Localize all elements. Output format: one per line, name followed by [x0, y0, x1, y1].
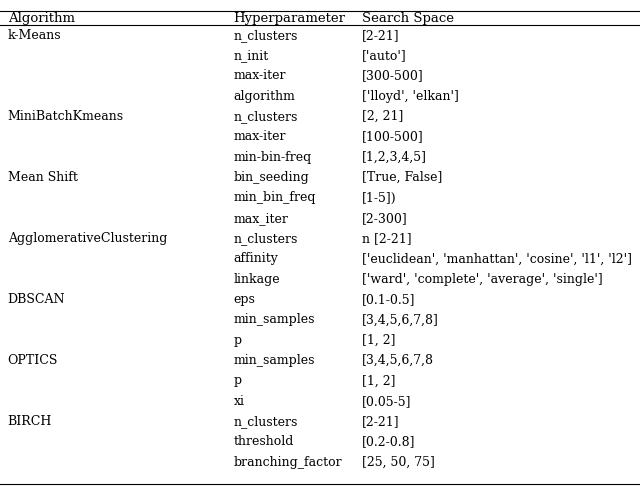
Text: algorithm: algorithm [234, 90, 296, 103]
Text: [3,4,5,6,7,8: [3,4,5,6,7,8 [362, 354, 434, 367]
Text: ['lloyd', 'elkan']: ['lloyd', 'elkan'] [362, 90, 458, 103]
Text: Mean Shift: Mean Shift [8, 171, 77, 184]
Text: affinity: affinity [234, 252, 278, 266]
Text: [2-21]: [2-21] [362, 415, 399, 428]
Text: k-Means: k-Means [8, 29, 61, 42]
Text: branching_factor: branching_factor [234, 456, 342, 469]
Text: ['auto']: ['auto'] [362, 49, 406, 62]
Text: MiniBatchKmeans: MiniBatchKmeans [8, 110, 124, 123]
Text: [2-21]: [2-21] [362, 29, 399, 42]
Text: [0.2-0.8]: [0.2-0.8] [362, 436, 415, 448]
Text: DBSCAN: DBSCAN [8, 293, 65, 306]
Text: BIRCH: BIRCH [8, 415, 52, 428]
Text: n_clusters: n_clusters [234, 415, 298, 428]
Text: ['ward', 'complete', 'average', 'single']: ['ward', 'complete', 'average', 'single'… [362, 273, 602, 286]
Text: xi: xi [234, 395, 244, 408]
Text: [100-500]: [100-500] [362, 130, 423, 144]
Text: bin_seeding: bin_seeding [234, 171, 309, 184]
Text: n_init: n_init [234, 49, 269, 62]
Text: [300-500]: [300-500] [362, 70, 423, 82]
Text: n_clusters: n_clusters [234, 232, 298, 245]
Text: min_samples: min_samples [234, 314, 315, 326]
Text: p: p [234, 374, 242, 388]
Text: max-iter: max-iter [234, 70, 286, 82]
Text: max-iter: max-iter [234, 130, 286, 144]
Text: [1, 2]: [1, 2] [362, 334, 395, 347]
Text: [1,2,3,4,5]: [1,2,3,4,5] [362, 151, 427, 164]
Text: [1, 2]: [1, 2] [362, 374, 395, 388]
Text: min_samples: min_samples [234, 354, 315, 367]
Text: Search Space: Search Space [362, 12, 454, 25]
Text: AgglomerativeClustering: AgglomerativeClustering [8, 232, 167, 245]
Text: max_iter: max_iter [234, 212, 289, 225]
Text: n_clusters: n_clusters [234, 29, 298, 42]
Text: [25, 50, 75]: [25, 50, 75] [362, 456, 435, 469]
Text: n [2-21]: n [2-21] [362, 232, 412, 245]
Text: [1-5]): [1-5]) [362, 192, 396, 204]
Text: ['euclidean', 'manhattan', 'cosine', 'l1', 'l2']: ['euclidean', 'manhattan', 'cosine', 'l1… [362, 252, 632, 266]
Text: p: p [234, 334, 242, 347]
Text: min_bin_freq: min_bin_freq [234, 192, 316, 204]
Text: threshold: threshold [234, 436, 294, 448]
Text: eps: eps [234, 293, 255, 306]
Text: OPTICS: OPTICS [8, 354, 58, 367]
Text: linkage: linkage [234, 273, 280, 286]
Text: [2, 21]: [2, 21] [362, 110, 403, 123]
Text: n_clusters: n_clusters [234, 110, 298, 123]
Text: [0.1-0.5]: [0.1-0.5] [362, 293, 415, 306]
Text: [3,4,5,6,7,8]: [3,4,5,6,7,8] [362, 314, 438, 326]
Text: Hyperparameter: Hyperparameter [234, 12, 346, 25]
Text: [0.05-5]: [0.05-5] [362, 395, 411, 408]
Text: Algorithm: Algorithm [8, 12, 75, 25]
Text: [True, False]: [True, False] [362, 171, 442, 184]
Text: [2-300]: [2-300] [362, 212, 407, 225]
Text: min-bin-freq: min-bin-freq [234, 151, 312, 164]
